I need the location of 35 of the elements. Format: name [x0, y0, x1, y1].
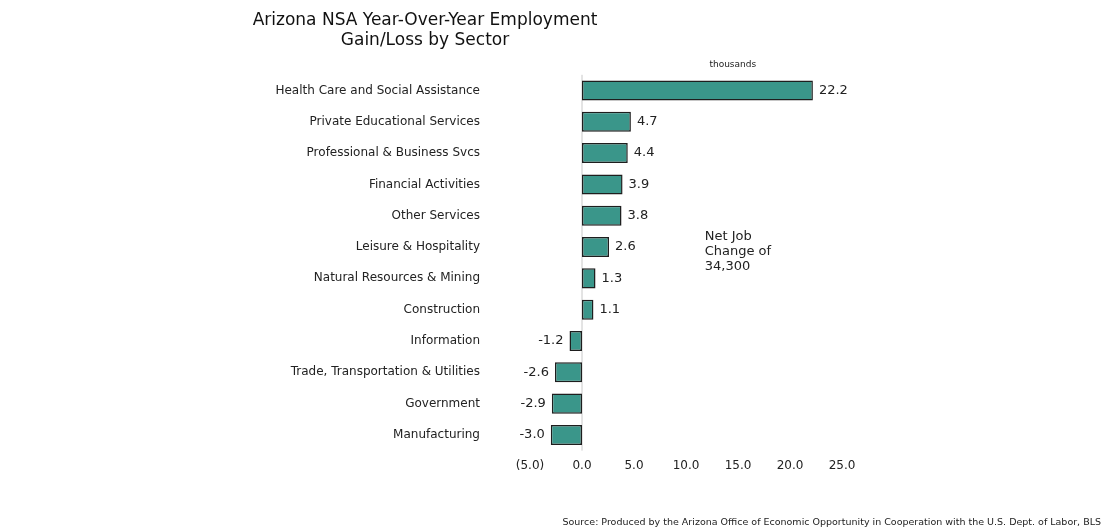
y-tick-label: Private Educational Services: [309, 113, 480, 128]
y-tick-label: Construction: [403, 301, 480, 316]
data-label: 2.6: [615, 238, 636, 254]
data-label: 4.7: [636, 113, 658, 129]
y-tick-label: Natural Resources & Mining: [313, 270, 480, 285]
data-label: 3.9: [628, 175, 650, 191]
y-tick-label: Manufacturing: [393, 427, 480, 442]
chart-title: Arizona NSA Year-Over-Year Employment Gain/Loss by Sector: [252, 8, 598, 50]
x-tick-label: 15.0: [724, 457, 752, 472]
y-tick-label: Financial Activities: [368, 176, 480, 191]
x-tick-label: 0.0: [572, 457, 592, 472]
y-tick-label: Other Services: [391, 207, 480, 222]
data-label: 22.2: [818, 81, 848, 97]
data-label: 3.8: [627, 207, 649, 223]
y-tick-label: Leisure & Hospitality: [355, 239, 480, 254]
data-label: -2.9: [520, 395, 546, 410]
y-tick-label: Health Care and Social Assistance: [275, 82, 480, 97]
y-tick-label: Information: [410, 333, 480, 348]
y-tick-label: Trade, Transportation & Utilities: [289, 364, 480, 379]
y-tick-label: Professional & Business Svcs: [306, 145, 480, 160]
data-label: 1.3: [601, 269, 623, 285]
data-label: 1.1: [599, 301, 621, 317]
source-note: Source: Produced by the Arizona Office of Economic Opportunity in Cooperation with the U.S. Dept. of Labor, BLS: [562, 516, 1101, 528]
data-label: -1.2: [538, 332, 564, 348]
x-tick-label: 20.0: [776, 457, 804, 472]
x-tick-label: (5.0): [515, 457, 545, 472]
x-tick-label: 25.0: [828, 457, 856, 472]
x-tick-label: 5.0: [624, 457, 644, 472]
annotation: Net Job Change of 34,300: [704, 227, 772, 273]
data-label: -2.6: [523, 363, 549, 379]
x-tick-label: 10.0: [672, 457, 700, 472]
data-label: 4.4: [633, 144, 655, 160]
data-label: -3.0: [519, 426, 545, 442]
y-tick-label: Government: [405, 395, 481, 410]
text: thousands: [709, 59, 757, 70]
